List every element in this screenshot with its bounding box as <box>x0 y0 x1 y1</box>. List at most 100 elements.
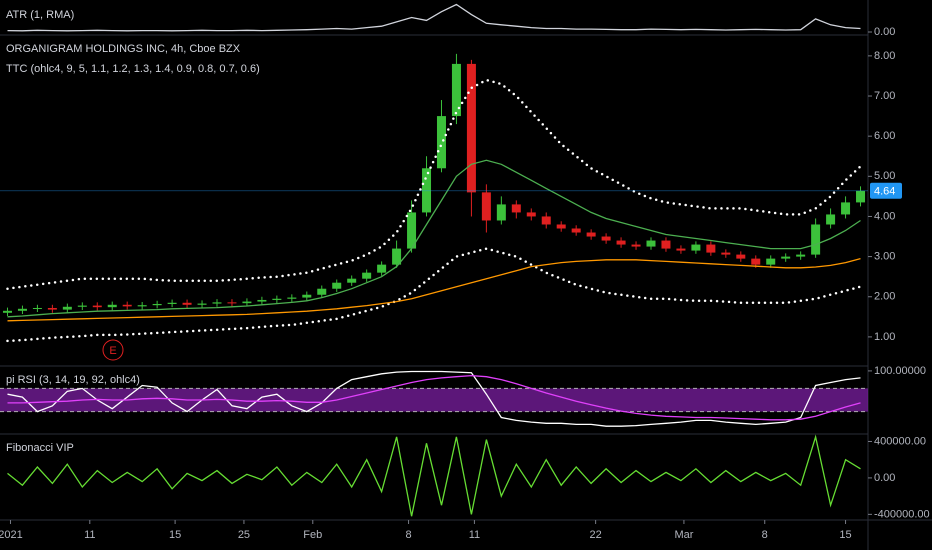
candle-body <box>167 302 177 304</box>
candle-body <box>736 254 746 259</box>
y-tick-label: 1.00 <box>874 331 895 343</box>
x-tick-label: 8 <box>762 529 768 541</box>
y-tick-label: 4.00 <box>874 210 895 222</box>
candle-body <box>631 244 641 247</box>
candle-body <box>317 288 327 295</box>
candle-body <box>227 302 237 304</box>
candle-body <box>691 244 701 251</box>
candle-body <box>197 303 207 305</box>
series-line <box>7 159 861 318</box>
pane-title: Fibonacci VIP <box>6 442 74 454</box>
candle-body <box>377 264 387 273</box>
candle-body <box>152 303 162 306</box>
candle-body <box>302 294 312 298</box>
candle-body <box>287 297 297 299</box>
series-line <box>7 3 861 32</box>
candle-body <box>556 224 566 229</box>
candle-body <box>212 302 222 304</box>
pane-title: pi RSI (3, 14, 19, 92, ohlc4) <box>6 374 140 386</box>
series-line <box>6 78 862 290</box>
candle-body <box>496 204 506 221</box>
candle-body <box>47 307 57 310</box>
candle-body <box>392 248 402 265</box>
x-tick-label: Mar <box>674 529 693 541</box>
series-line <box>7 374 861 421</box>
candle-body <box>362 272 372 279</box>
y-tick-label: -400000.00 <box>874 508 930 520</box>
candle-body <box>137 305 147 307</box>
x-tick-label: 15 <box>839 529 851 541</box>
candle-body <box>242 301 252 304</box>
candle-body <box>766 258 776 265</box>
candle-body <box>32 307 42 309</box>
candle-body <box>796 254 806 257</box>
candle-body <box>841 202 851 215</box>
rsi-band <box>0 388 868 412</box>
x-tick-label: 11 <box>84 529 95 541</box>
candle-body <box>347 278 357 283</box>
candle-body <box>182 302 192 305</box>
candle-body <box>511 204 521 213</box>
y-tick-label: 0.00 <box>874 26 895 38</box>
last-price-label: 4.64 <box>874 186 895 198</box>
y-tick-label: 8.00 <box>874 50 895 62</box>
candle-body <box>526 212 536 217</box>
candle-body <box>661 240 671 249</box>
candle-body <box>272 298 282 300</box>
series-line <box>7 434 861 517</box>
x-tick-label: Feb <box>303 529 322 541</box>
pane-title: ORGANIGRAM HOLDINGS INC, 4h, Cboe BZX <box>6 43 241 55</box>
series-line <box>6 247 862 343</box>
candle-body <box>62 306 72 310</box>
x-tick-label: 22 <box>590 529 602 541</box>
candle-body <box>451 63 461 117</box>
last-price-box <box>870 182 902 199</box>
pane-title: ATR (1, RMA) <box>6 9 74 21</box>
candle-body <box>571 228 581 233</box>
candle-body <box>481 192 491 221</box>
candle-body <box>721 252 731 255</box>
x-tick-label: 25 <box>238 529 250 541</box>
x-tick-label: 8 <box>405 529 411 541</box>
candle-body <box>92 305 102 308</box>
y-tick-label: 100.00000 <box>874 365 926 377</box>
candle-body <box>586 232 596 237</box>
candle-body <box>257 299 267 302</box>
candle-body <box>77 305 87 307</box>
candle-body <box>676 248 686 251</box>
y-tick-label: 2.00 <box>874 291 895 303</box>
candle-body <box>646 240 656 247</box>
x-tick-label: 2021 <box>0 529 23 541</box>
series-line <box>7 370 861 427</box>
pane-subtitle: TTC (ohlc4, 9, 5, 1.1, 1.2, 1.3, 1.4, 0.… <box>6 63 260 75</box>
candle-body <box>332 282 342 289</box>
candle-body <box>601 236 611 241</box>
candle-body <box>541 216 551 225</box>
candle-body <box>2 310 12 313</box>
y-tick-label: 5.00 <box>874 170 895 182</box>
x-tick-label: 15 <box>169 529 181 541</box>
candle-body <box>407 212 417 249</box>
candle-body <box>122 304 132 307</box>
candle-body <box>616 240 626 245</box>
y-tick-label: 7.00 <box>874 90 895 102</box>
candle-body <box>107 304 117 308</box>
y-tick-label: 400000.00 <box>874 435 926 447</box>
candle-body <box>781 256 791 259</box>
candle-body <box>17 308 27 311</box>
candle-body <box>706 244 716 253</box>
y-tick-label: 6.00 <box>874 130 895 142</box>
candle-body <box>436 116 446 169</box>
candle-body <box>826 214 836 225</box>
y-tick-label: 3.00 <box>874 251 895 263</box>
y-tick-label: 0.00 <box>874 472 895 484</box>
series-line <box>7 257 861 322</box>
candle-body <box>856 190 866 203</box>
candle-body <box>751 258 761 265</box>
x-tick-label: 11 <box>469 529 480 541</box>
candle-body <box>466 63 476 193</box>
event-label: E <box>109 345 116 357</box>
candle-body <box>422 168 432 213</box>
